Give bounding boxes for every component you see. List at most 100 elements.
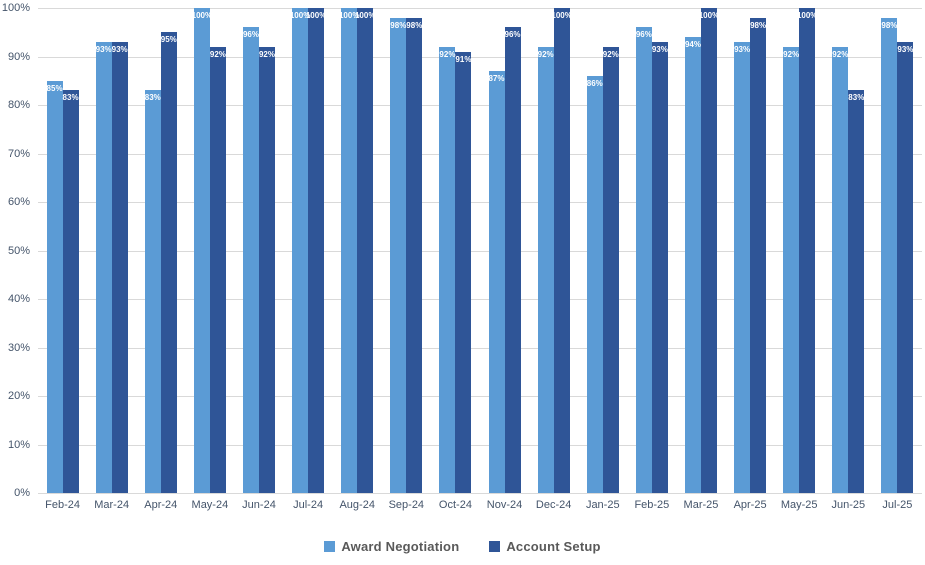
y-axis-tick-label: 0% [14,487,30,499]
bar-group: 100% 100% [284,8,333,493]
bar-account-setup: 98% [406,17,423,493]
bar-value-label: 100% [289,11,311,20]
y-axis-tick-label: 30% [7,341,30,354]
x-axis-tick-label: Jun-25 [831,499,866,511]
x-axis-tick-label: Feb-24 [45,499,80,511]
bar-value-label: 83% [848,93,865,103]
gridline [38,202,922,203]
bar-group: 85% 83% [38,8,87,493]
bar-value-label: 93% [651,44,668,54]
gridline [38,250,922,252]
bar-award-negotiation: 92% [439,46,455,493]
gridline [38,56,922,58]
x-axis-tick-label: Jul-25 [882,499,913,511]
bar-value-label: 92% [209,49,226,59]
x-axis-tick-label: May-25 [780,499,818,511]
bar-award-negotiation: 96% [243,27,259,493]
gridline [38,347,922,349]
gridline [38,493,922,494]
bar-account-setup: 91% [455,51,471,493]
bar-group: 100% 100% [333,8,382,493]
bar-groups: 85% 83% 93% 93% 83% 95% 100% 92% 96% 92% 100% 100% 1… [38,8,922,493]
bar-value-label: 100% [354,11,376,20]
bar-group: 86% 92% [578,8,627,493]
bar-value-label: 83% [144,93,161,103]
bar-account-setup: 92% [603,46,619,493]
y-axis-tick-label: 60% [7,196,30,208]
x-axis-tick-label: Apr-25 [733,499,767,511]
plot-area: 85% 83% 93% 93% 83% 95% 100% 92% 96% 92% 100% 100% 1… [38,8,922,494]
x-axis-tick-label: Dec-24 [535,499,572,511]
x-axis-tick-label: Sep-24 [388,499,425,511]
bar-value-label: 100% [191,11,213,20]
bar-group: 93% 93% [87,8,136,493]
gridline [38,299,922,300]
legend-label: Account Setup [506,539,601,554]
bar-value-label: 93% [111,44,128,54]
bar-group: 87% 96% [480,8,529,493]
legend-swatch-icon [489,541,501,552]
bar-group: 92% 100% [529,8,578,493]
bar-value-label: 92% [832,49,849,59]
bar-award-negotiation: 93% [734,41,750,493]
bar-value-label: 94% [684,40,701,50]
x-axis-tick-label: Oct-24 [438,499,472,511]
bar-award-negotiation: 98% [881,17,897,493]
y-axis-tick-label: 70% [7,147,30,160]
bar-award-negotiation: 86% [586,75,603,493]
gridline [38,444,922,446]
legend-item-award-negotiation: Award Negotiation [324,539,459,554]
bar-award-negotiation: 100% [289,8,311,493]
bar-award-negotiation: 94% [685,37,701,493]
x-axis-tick-label: Mar-25 [683,499,719,511]
bar-award-negotiation: 87% [489,71,505,493]
bar-value-label: 100% [796,11,818,20]
bar-account-setup: 92% [258,46,275,493]
bar-value-label: 98% [406,20,423,30]
gridline [38,153,922,155]
bar-account-setup: 93% [651,41,668,493]
legend-item-account-setup: Account Setup [489,539,600,554]
legend: Award Negotiation Account Setup [0,539,925,554]
bar-group: 93% 98% [726,8,775,493]
bar-award-negotiation: 83% [145,90,161,493]
x-axis-tick-label: Jan-25 [585,499,620,511]
bar-value-label: 96% [504,30,521,40]
bar-award-negotiation: 96% [636,27,652,493]
legend-label: Award Negotiation [341,539,460,554]
bar-value-label: 95% [160,35,177,45]
bar-group: 100% 92% [185,8,234,493]
bar-account-setup: 83% [848,90,864,493]
x-axis-tick-label: Mar-24 [94,499,130,511]
bar-award-negotiation: 93% [95,41,112,493]
bar-account-setup: 100% [354,8,376,493]
gridline [38,8,922,9]
bar-value-label: 83% [62,93,79,103]
bar-award-negotiation: 100% [338,8,360,493]
y-axis-tick-label: 50% [7,244,30,257]
bar-value-label: 100% [698,11,720,20]
gridline [38,396,922,397]
bar-value-label: 100% [305,11,327,20]
x-axis-tick-label: Jul-24 [293,499,324,511]
bar-award-negotiation: 92% [783,46,800,493]
y-axis-tick-label: 80% [7,99,30,111]
bar-value-label: 100% [338,11,360,20]
bar-group: 98% 93% [873,8,922,493]
x-axis-tick-label: Jun-24 [242,499,276,511]
bar-value-label: 93% [95,44,112,54]
x-axis-tick-label: Apr-24 [144,499,178,511]
bar-value-label: 86% [586,78,603,88]
bar-value-label: 92% [783,49,800,59]
bar-value-label: 92% [258,49,275,59]
y-axis-tick-label: 100% [1,2,30,14]
bar-group: 98% 98% [382,8,431,493]
bar-group: 96% 92% [234,8,283,493]
bar-group: 94% 100% [676,8,725,493]
y-axis-tick-label: 40% [7,293,30,305]
bar-group: 92% 83% [824,8,873,493]
y-axis: 0% 10% 20% 30% 40% 50% 60% 70% 80% 90% 100% [0,2,33,499]
bar-value-label: 96% [635,30,652,40]
bar-value-label: 87% [488,74,505,84]
gridline [38,105,922,106]
